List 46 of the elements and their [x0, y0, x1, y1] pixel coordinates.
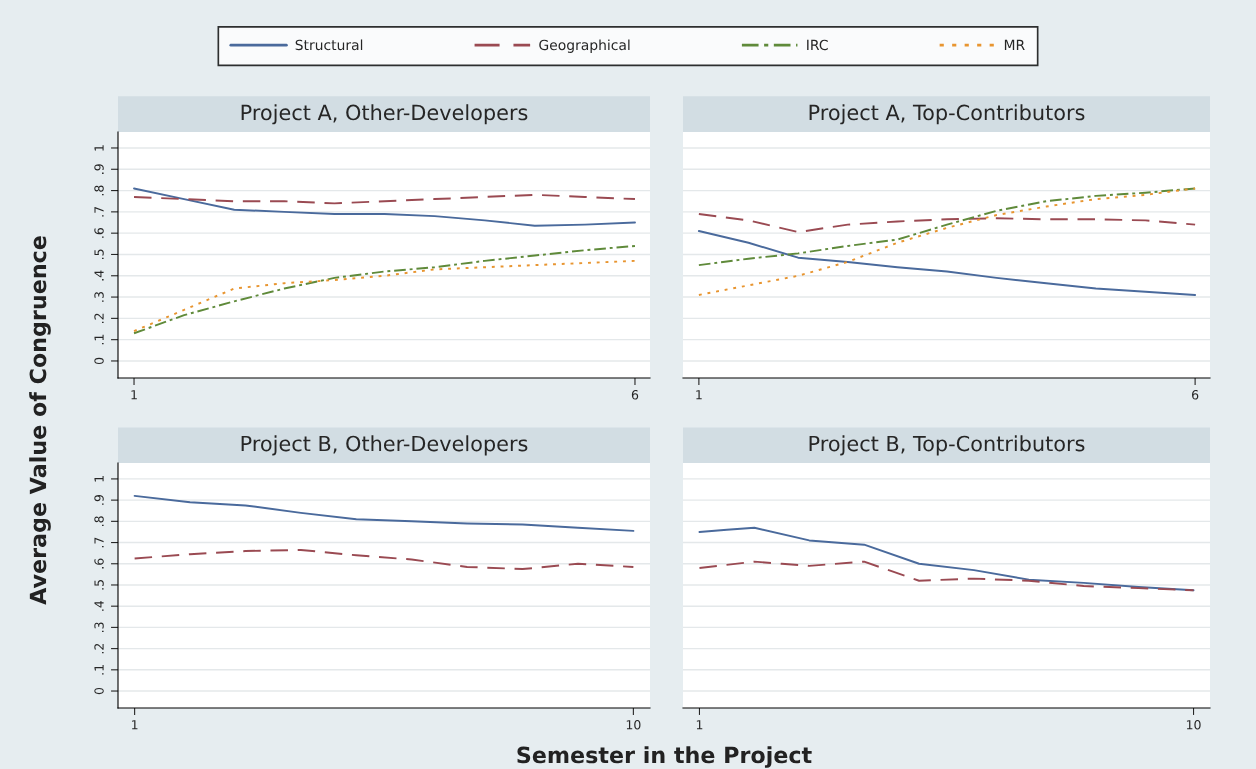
- x-tick-label: 6: [631, 390, 639, 400]
- y-tick-label: .4: [94, 600, 104, 611]
- y-tick-label: 1: [94, 476, 104, 482]
- y-tick-label: .5: [94, 249, 104, 260]
- y-tick-label: .9: [94, 495, 104, 505]
- y-tick-label: .6: [94, 558, 104, 569]
- y-tick-label: .3: [94, 292, 104, 302]
- legend-label: MR: [1004, 39, 1025, 50]
- chart-title: Project A, Top-Contributors: [809, 104, 1085, 125]
- legend-label: Geographical: [539, 39, 630, 53]
- x-tick-label: 1: [131, 390, 137, 400]
- x-tick-label: 6: [1192, 390, 1199, 400]
- x-tick-label: 1: [696, 390, 702, 400]
- x-tick-label: 10: [1186, 720, 1201, 730]
- y-tick-label: 1: [94, 145, 104, 151]
- line-series: [133, 244, 636, 335]
- y-tick-label: .5: [94, 580, 104, 590]
- legend-label: IRC: [807, 39, 828, 51]
- y-tick-label: .2: [94, 643, 104, 654]
- y-tick-label: .8: [94, 185, 104, 196]
- x-tick-label: 1: [696, 720, 703, 730]
- y-tick-label: .1: [94, 334, 104, 345]
- y-tick-label: .1: [94, 665, 104, 675]
- y-tick-label: .7: [94, 206, 104, 217]
- y-tick-label: .8: [94, 516, 104, 526]
- y-tick-label: .4: [94, 270, 104, 281]
- y-axis-title: Average Value of Congruence: [29, 236, 51, 605]
- x-axis-title: Semester in the Project: [517, 746, 812, 768]
- y-tick-label: .3: [94, 622, 104, 633]
- chart-title: Project B, Top-Contributors: [809, 435, 1085, 456]
- y-tick-label: .6: [94, 227, 104, 238]
- line-series: [133, 187, 636, 227]
- y-tick-label: .9: [94, 164, 104, 174]
- x-tick-label: 10: [626, 720, 641, 730]
- y-tick-label: .7: [94, 537, 104, 548]
- y-tick-label: .2: [94, 313, 104, 323]
- line-series: [133, 259, 636, 333]
- line-series: [133, 549, 635, 571]
- x-tick-label: 1: [132, 720, 138, 730]
- chart-title: Project A, Other-Developers: [241, 104, 528, 125]
- chart-title: Project B, Other-Developers: [241, 435, 528, 456]
- line-series: [133, 494, 635, 532]
- y-tick-label: 0: [94, 357, 104, 365]
- y-tick-label: 0: [94, 687, 104, 695]
- line-series: [133, 193, 636, 205]
- legend-label: Structural: [295, 39, 363, 51]
